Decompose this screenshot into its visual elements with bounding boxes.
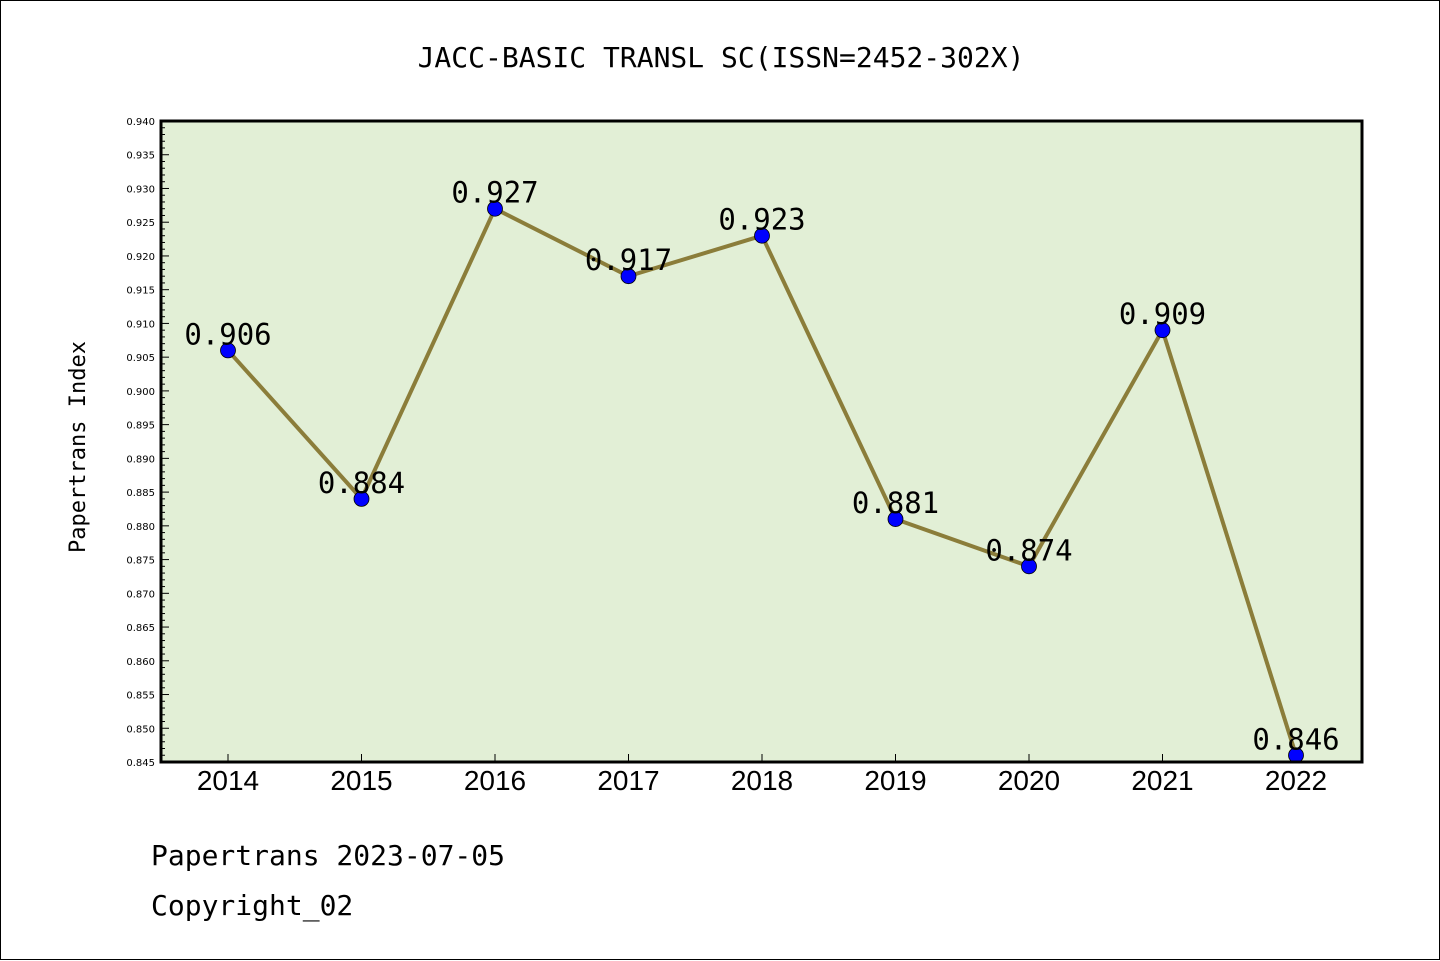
data-point [1021,558,1037,575]
footer-date: Papertrans 2023-07-05 [151,839,505,872]
y-tick-label: 0.900 [126,387,155,398]
y-tick-label: 0.885 [126,488,155,499]
y-tick-label: 0.905 [126,353,155,364]
data-label: 0.923 [718,203,805,237]
footer-copyright: Copyright_02 [151,889,353,923]
y-tick-label: 0.895 [126,421,155,432]
data-point [487,200,503,217]
data-point [220,342,236,359]
data-series [220,200,1304,764]
y-tick-label: 0.845 [126,758,155,769]
data-point [754,227,770,244]
data-label: 0.927 [451,176,538,210]
y-tick-label: 0.870 [126,589,155,600]
data-point [353,490,370,507]
plot-border [159,119,1364,764]
x-tick-label: 2019 [864,765,926,796]
data-labels: 0.906 0.884 0.927 0.917 0.923 0.881 0.874 0.909… [184,176,1339,757]
data-point [887,511,904,527]
data-label: 0.881 [852,486,939,520]
y-tick-label: 0.915 [126,286,155,297]
y-axis-label: Papertrans Index [66,341,91,553]
data-point [620,268,637,285]
y-tick-label: 0.860 [126,657,155,668]
y-tick-label: 0.890 [126,454,155,465]
y-tick-label: 0.920 [126,252,155,263]
data-label: 0.846 [1252,722,1339,756]
y-tick-label: 0.880 [126,522,155,533]
data-label: 0.909 [1119,297,1206,331]
data-point [1154,322,1171,339]
y-tick-label: 0.855 [126,691,155,702]
y-axis-ticks: 0.845 0.850 0.855 0.860 0.865 0.870 0.875 0.880… [126,117,169,769]
y-tick-label: 0.935 [126,151,155,162]
x-tick-label: 2017 [597,765,659,796]
x-tick-label: 2014 [197,765,259,796]
data-label: 0.874 [985,533,1072,567]
x-tick-label: 2021 [1131,765,1193,796]
x-tick-label: 2020 [998,765,1060,796]
y-tick-label: 0.850 [126,724,155,735]
y-tick-label: 0.910 [126,319,155,330]
data-label: 0.884 [318,466,405,500]
x-tick-label: 2016 [464,765,526,796]
y-tick-label: 0.875 [126,556,155,567]
x-tick-label: 2022 [1265,765,1327,796]
chart-title: JACC-BASIC TRANSL SC(ISSN=2452-302X) [418,41,1025,74]
y-tick-label: 0.940 [126,117,155,128]
data-label: 0.917 [585,243,672,277]
data-label: 0.906 [184,317,271,351]
x-tick-label: 2018 [731,765,793,796]
x-tick-label: 2015 [330,765,392,796]
y-tick-label: 0.925 [126,218,155,229]
y-tick-label: 0.930 [126,184,155,195]
y-tick-label: 0.865 [126,623,155,634]
